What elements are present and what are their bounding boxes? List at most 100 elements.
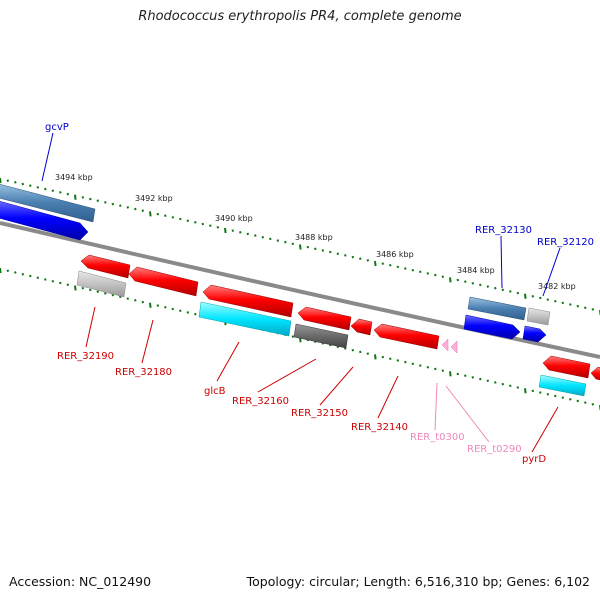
scale-tick-minor bbox=[531, 295, 535, 298]
scale-tick-minor bbox=[591, 308, 595, 311]
scale-tick-major bbox=[74, 194, 77, 200]
label-pyrD[interactable]: pyrD bbox=[522, 454, 546, 465]
scale-tick-major bbox=[374, 260, 377, 267]
scale-tick-minor bbox=[479, 377, 482, 381]
scale-tick-minor bbox=[239, 230, 242, 234]
scale-tick-minor bbox=[134, 207, 137, 211]
gene-gcvP[interactable] bbox=[0, 200, 89, 241]
scale-tick-minor bbox=[276, 239, 280, 242]
leader-RER_32120 bbox=[542, 247, 561, 297]
scale-tick-minor bbox=[291, 335, 295, 338]
scale-tick-minor bbox=[179, 217, 182, 221]
gene-RER_32160-gray[interactable] bbox=[293, 323, 349, 349]
scale-tick-major bbox=[0, 267, 2, 274]
gene-RER_32130[interactable] bbox=[463, 314, 521, 340]
scale-tick-minor bbox=[516, 291, 520, 295]
scale-tick-minor bbox=[291, 242, 295, 246]
scale-tick-minor bbox=[381, 262, 385, 265]
gene-RER_32190-gray[interactable] bbox=[76, 270, 127, 298]
scale-tick-minor bbox=[134, 299, 137, 302]
scale-tick-minor bbox=[29, 274, 32, 278]
scale-tick-minor bbox=[531, 389, 535, 393]
scale-tick-minor bbox=[21, 182, 25, 186]
scale-tick-minor bbox=[164, 305, 167, 309]
scale-tick-minor bbox=[546, 392, 550, 396]
scale-tick-minor bbox=[404, 360, 407, 364]
scale-tick-minor bbox=[396, 359, 400, 362]
gene-pyrD[interactable] bbox=[542, 355, 591, 379]
scale-tick-minor bbox=[464, 280, 467, 283]
map-title: Rhodococcus erythropolis PR4, complete g… bbox=[138, 9, 462, 24]
gene-RER_32150[interactable] bbox=[350, 318, 373, 336]
label-RER_t0300[interactable]: RER_t0300 bbox=[410, 432, 465, 443]
leader-pyrD bbox=[531, 406, 559, 453]
kbp-label-3482: 3482 kbp bbox=[538, 282, 576, 291]
scale-tick-minor bbox=[359, 257, 362, 260]
label-RER_32160[interactable]: RER_32160 bbox=[232, 396, 289, 407]
scale-tick-minor bbox=[216, 226, 220, 229]
label-RER_32150[interactable]: RER_32150 bbox=[291, 408, 348, 419]
scale-tick-minor bbox=[569, 303, 572, 306]
scale-tick-major bbox=[149, 302, 152, 308]
scale-tick-major bbox=[224, 227, 227, 234]
gene-RER_32160[interactable] bbox=[297, 306, 352, 331]
scale-tick-minor bbox=[396, 265, 400, 269]
gene-RER_32130-steel[interactable] bbox=[467, 296, 527, 321]
label-RER_32120[interactable]: RER_32120 bbox=[537, 237, 594, 248]
gene-RER_32140[interactable] bbox=[373, 323, 440, 350]
kbp-label-3494: 3494 kbp bbox=[55, 173, 93, 182]
scale-tick-minor bbox=[186, 219, 190, 222]
leader-gcvP bbox=[41, 132, 54, 182]
scale-tick-minor bbox=[381, 355, 385, 359]
label-glcB[interactable]: glcB bbox=[204, 386, 226, 397]
scale-tick-major bbox=[0, 177, 2, 184]
scale-tick-minor bbox=[209, 224, 212, 227]
scale-tick-minor bbox=[81, 286, 85, 290]
scale-tick-minor bbox=[269, 237, 272, 241]
scale-tick-minor bbox=[246, 232, 250, 236]
gene-RER_32120[interactable] bbox=[522, 325, 547, 343]
kbp-label-3490: 3490 kbp bbox=[215, 214, 253, 223]
scale-tick-minor bbox=[6, 179, 10, 182]
gene-RER_32180[interactable] bbox=[128, 266, 199, 297]
scale-tick-major bbox=[524, 388, 527, 394]
label-gcvP[interactable]: gcvP bbox=[45, 122, 69, 133]
scale-tick-minor bbox=[329, 250, 332, 254]
label-RER_32140[interactable]: RER_32140 bbox=[351, 422, 408, 433]
leader-glcB bbox=[216, 341, 240, 382]
label-RER_32190[interactable]: RER_32190 bbox=[57, 351, 114, 362]
scale-tick-minor bbox=[539, 296, 542, 300]
gene-offscreen-red[interactable] bbox=[590, 366, 600, 382]
scale-tick-minor bbox=[366, 352, 370, 355]
scale-tick-minor bbox=[471, 281, 475, 285]
scale-tick-minor bbox=[486, 379, 490, 383]
gene-gcvP-steel[interactable] bbox=[0, 183, 96, 223]
scale-tick-minor bbox=[14, 181, 17, 184]
scale-tick-minor bbox=[441, 369, 445, 372]
scale-tick-minor bbox=[366, 259, 370, 262]
label-RER_32130[interactable]: RER_32130 bbox=[475, 225, 532, 236]
scale-tick-minor bbox=[344, 254, 347, 257]
scale-tick-minor bbox=[576, 399, 580, 403]
gene-RER_t0300[interactable] bbox=[441, 338, 449, 352]
gene-glcB[interactable] bbox=[202, 284, 294, 318]
gene-glcB-cyan[interactable] bbox=[198, 301, 292, 337]
scale-tick-minor bbox=[411, 268, 415, 272]
scale-tick-minor bbox=[591, 403, 595, 406]
label-RER_32180[interactable]: RER_32180 bbox=[115, 367, 172, 378]
scale-tick-minor bbox=[351, 348, 355, 352]
gene-pyrD-cyan[interactable] bbox=[538, 374, 587, 397]
leader-RER_32180 bbox=[141, 319, 154, 364]
label-RER_t0290[interactable]: RER_t0290 bbox=[467, 444, 522, 455]
scale-tick-minor bbox=[351, 255, 355, 259]
scale-tick-minor bbox=[36, 276, 40, 280]
scale-tick-minor bbox=[44, 278, 47, 281]
leader-RER_32140 bbox=[377, 375, 399, 419]
gene-RER_t0290[interactable] bbox=[450, 340, 458, 354]
gene-RER_32120-gray[interactable] bbox=[526, 307, 551, 326]
scale-tick-minor bbox=[59, 281, 62, 285]
scale-tick-minor bbox=[111, 293, 115, 297]
scale-tick-minor bbox=[284, 240, 287, 244]
gene-RER_32190[interactable] bbox=[80, 254, 131, 279]
